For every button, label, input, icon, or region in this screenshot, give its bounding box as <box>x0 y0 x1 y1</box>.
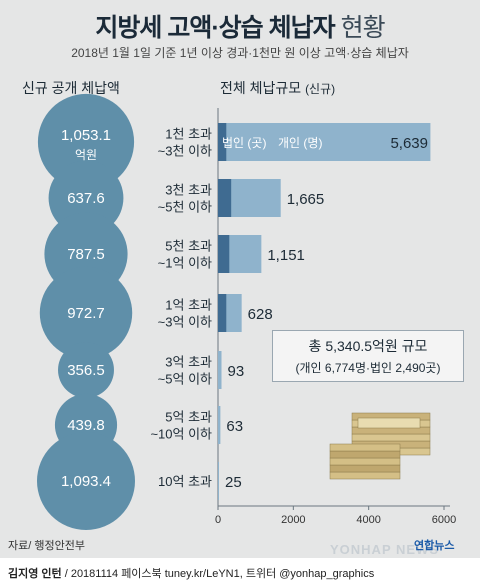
amount-unit-label: 억원 <box>75 148 97 162</box>
category-label: ~10억 이하 <box>150 427 212 442</box>
amount-label: 787.5 <box>67 246 105 263</box>
amount-circle <box>37 93 135 191</box>
bar-corporations <box>218 294 227 332</box>
footer-credit: 김지영 인턴 / 20181114 페이스북 tuney.kr/LeYN1, 트… <box>8 565 374 581</box>
money-stack-icon <box>329 464 401 473</box>
money-stack-icon <box>329 450 401 459</box>
title-main: 지방세 고액·상습 체납자 <box>95 14 335 42</box>
x-tick-label: 0 <box>215 514 221 526</box>
amount-label: 1,053.1 <box>61 127 111 144</box>
source-note: 자료/ 행정안전부 <box>8 540 85 552</box>
category-label: 3천 초과 <box>165 183 212 198</box>
amount-label: 1,093.4 <box>61 473 111 490</box>
category-label: 3억 초과 <box>165 355 212 370</box>
bar-value-label: 5,639 <box>390 135 428 152</box>
category-label: 1천 초과 <box>165 127 212 142</box>
summary-box: 총 5,340.5억원 규모 (개인 6,774명·법인 2,490곳) <box>272 330 464 382</box>
x-tick-label: 6000 <box>432 514 456 526</box>
bar-individuals <box>218 351 222 389</box>
category-label: 5천 초과 <box>165 239 212 254</box>
bar-value-label: 628 <box>248 306 273 323</box>
chart-subtitle: 2018년 1월 1일 기준 1년 이상 경과·1천만 원 이상 고액·상습 체… <box>71 46 409 60</box>
amount-label: 972.7 <box>67 305 105 322</box>
yonhap-logo: 연합뉴스 <box>414 540 455 552</box>
bar-corporations <box>218 179 232 217</box>
bar-value-label: 63 <box>226 418 243 435</box>
money-stack-icon <box>329 443 401 452</box>
bar-corporations <box>218 123 227 161</box>
bar-value-label: 1,151 <box>267 247 305 264</box>
bar-value-label: 93 <box>228 363 245 380</box>
category-label: ~3천 이하 <box>158 144 212 159</box>
amount-circle <box>58 342 114 398</box>
left-column-header: 신규 공개 체납액 <box>22 80 120 96</box>
category-label: 1억 초과 <box>165 298 212 313</box>
footer-author: 김지영 인턴 <box>8 568 62 580</box>
amount-circle <box>39 266 133 360</box>
amount-label: 439.8 <box>67 417 105 434</box>
summary-breakdown: (개인 6,774명·법인 2,490곳) <box>295 361 441 375</box>
footer-meta: / 20181114 페이스북 tuney.kr/LeYN1, 트위터 @yon… <box>61 568 375 580</box>
category-label: ~3억 이하 <box>158 315 212 330</box>
bar-corporations <box>218 235 230 273</box>
bar-individuals <box>218 462 219 500</box>
money-stack-icon <box>329 457 401 466</box>
amount-label: 637.6 <box>67 190 105 207</box>
category-label: 5억 초과 <box>165 410 212 425</box>
category-label: ~5천 이하 <box>158 200 212 215</box>
category-label: 10억 초과 <box>158 474 212 489</box>
bar-individuals <box>218 406 221 444</box>
chart-title: 지방세 고액·상습 체납자 현황 <box>0 8 480 44</box>
amount-label: 356.5 <box>67 362 105 379</box>
money-stack-icon <box>351 433 431 442</box>
bar-individuals <box>218 123 431 161</box>
category-label: ~1억 이하 <box>158 256 212 271</box>
amount-circle <box>48 160 124 236</box>
bar-value-label: 1,665 <box>287 191 325 208</box>
money-stack-icon <box>329 471 401 480</box>
right-header-main: 전체 체납규모 <box>220 80 302 96</box>
yonhap-watermark: YONHAP NEWS <box>330 542 439 557</box>
amount-circle <box>37 432 135 530</box>
x-tick-label: 2000 <box>281 514 305 526</box>
x-tick-label: 4000 <box>356 514 380 526</box>
summary-total: 총 5,340.5억원 규모 <box>308 338 428 354</box>
title-light: 현황 <box>340 14 386 42</box>
bar-value-label: 25 <box>225 474 242 491</box>
footer-bar <box>0 558 480 584</box>
category-label: ~5억 이하 <box>158 372 212 387</box>
right-column-header: 전체 체납규모 (신규) <box>220 78 335 98</box>
money-stack-icon <box>357 417 421 429</box>
legend-corporations: 법인 (곳) <box>222 136 266 150</box>
right-header-small: (신규) <box>305 82 336 96</box>
legend-individuals: 개인 (명) <box>278 136 322 150</box>
